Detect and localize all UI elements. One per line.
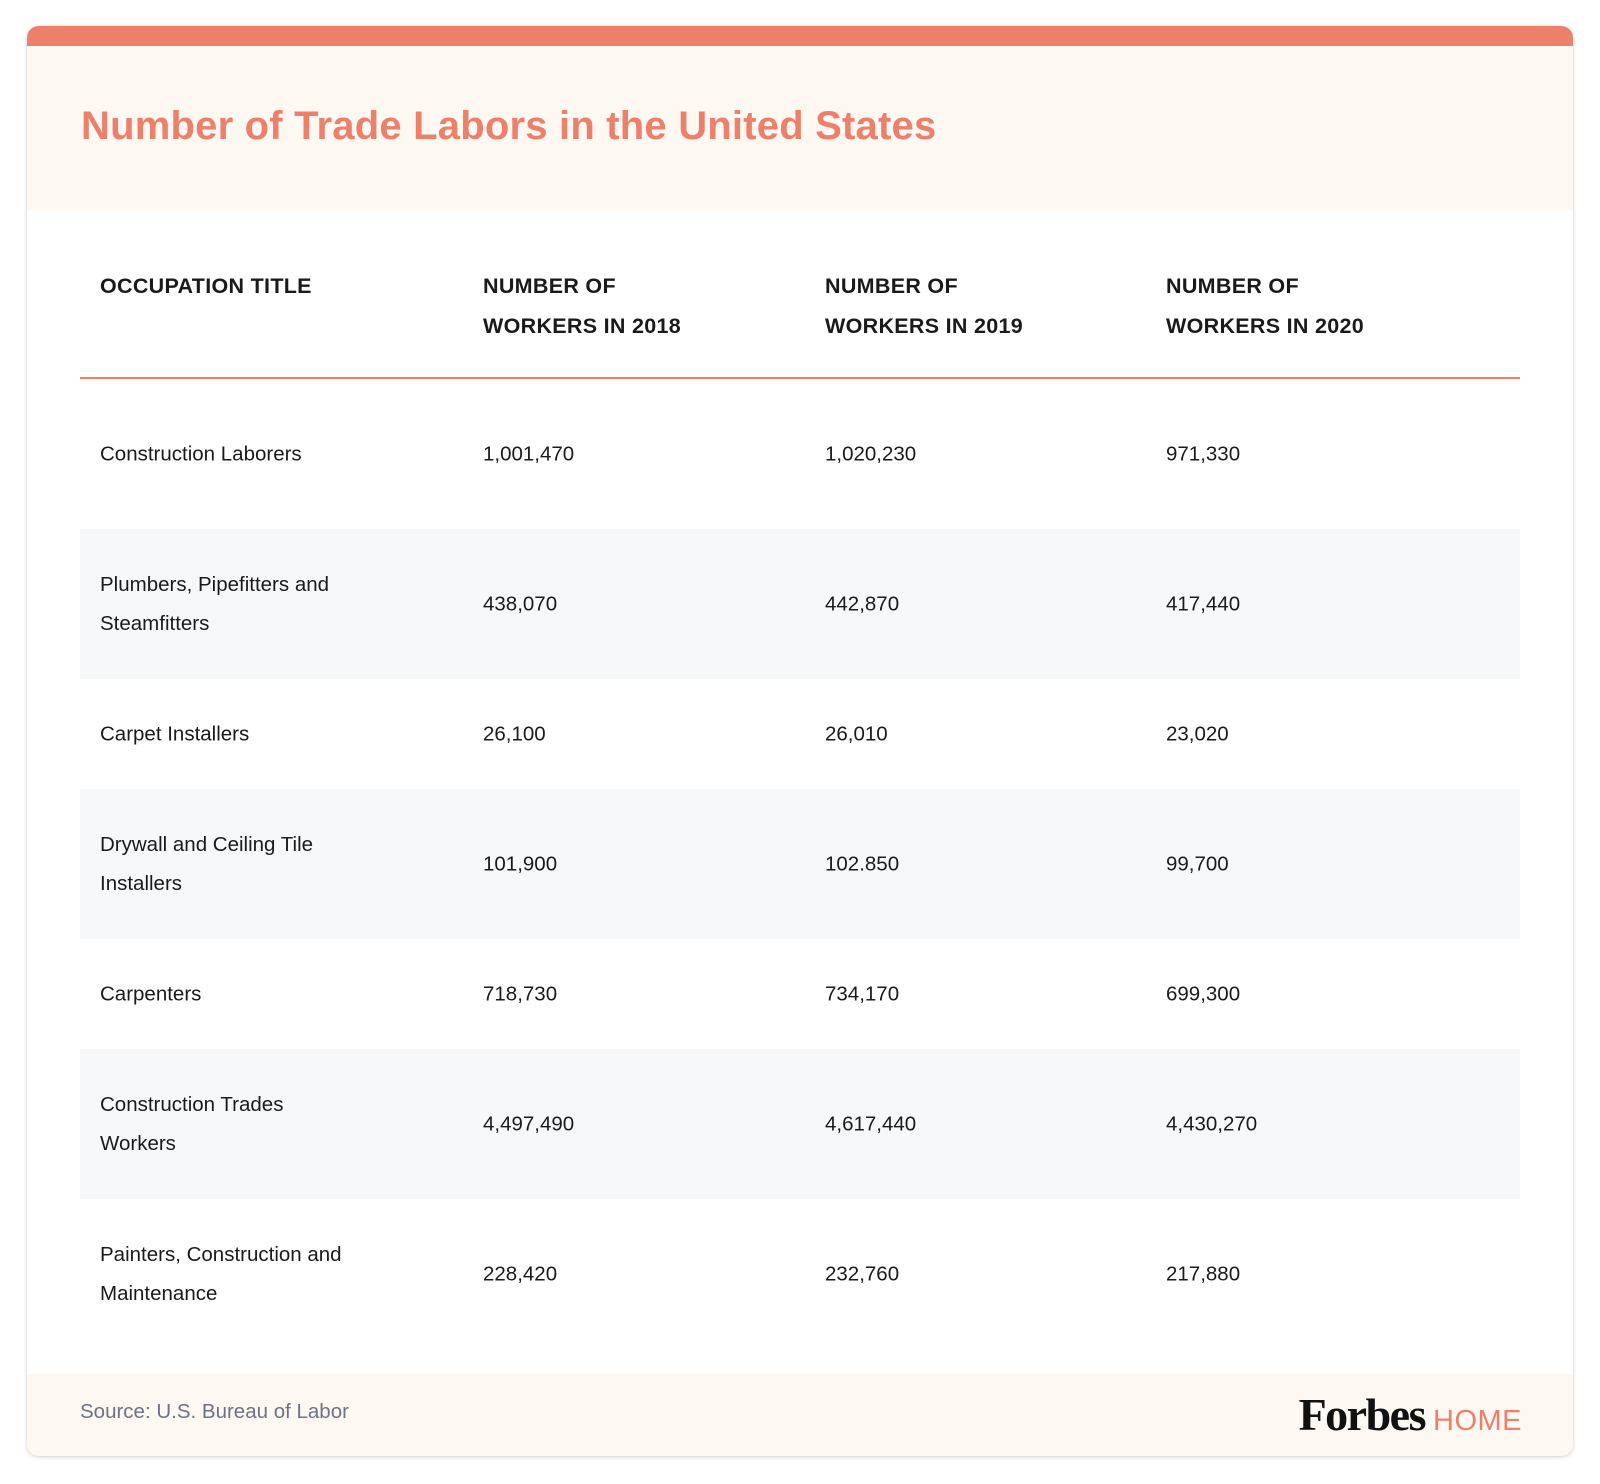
value-cell-2019: 1,020,230	[825, 442, 917, 466]
source-note: Source: U.S. Bureau of Labor	[80, 1400, 349, 1423]
table-row: Construction Trades Workers 4,497,490 4,…	[80, 1049, 1520, 1199]
brand-sub-text: HOME	[1433, 1405, 1522, 1437]
value-cell-2020: 99,700	[1166, 852, 1229, 876]
infographic-card: Number of Trade Labors in the United Sta…	[27, 26, 1573, 1456]
value-cell-2018: 4,497,490	[483, 1112, 575, 1136]
value-cell-2019: 102.850	[825, 852, 900, 876]
column-header-2019: NUMBER OF WORKERS IN 2019	[825, 274, 1024, 338]
occupation-cell: Construction Trades Workers	[100, 1093, 284, 1155]
value-cell-2018: 438,070	[483, 592, 558, 616]
table-row: Carpet Installers 26,100 26,010 23,020	[80, 679, 1520, 789]
data-table: OCCUPATION TITLE NUMBER OF WORKERS IN 20…	[80, 211, 1520, 1349]
table-row: Carpenters 718,730 734,170 699,300	[80, 939, 1520, 1049]
occupation-cell: Construction Laborers	[100, 442, 302, 466]
column-header-occupation: OCCUPATION TITLE	[100, 274, 312, 298]
table-row: Construction Laborers 1,001,470 1,020,23…	[80, 379, 1520, 529]
value-cell-2018: 228,420	[483, 1262, 558, 1286]
value-cell-2018: 26,100	[483, 722, 546, 746]
header: Number of Trade Labors in the United Sta…	[27, 46, 1573, 211]
table-row: Plumbers, Pipefitters and Steamfitters 4…	[80, 529, 1520, 679]
occupation-cell: Plumbers, Pipefitters and Steamfitters	[100, 573, 330, 635]
value-cell-2020: 417,440	[1166, 592, 1241, 616]
value-cell-2018: 1,001,470	[483, 442, 575, 466]
occupation-cell: Carpet Installers	[100, 722, 250, 746]
value-cell-2020: 699,300	[1166, 982, 1241, 1006]
value-cell-2018: 101,900	[483, 852, 558, 876]
table-header: OCCUPATION TITLE NUMBER OF WORKERS IN 20…	[80, 211, 1520, 379]
table-row: Drywall and Ceiling Tile Installers 101,…	[80, 789, 1520, 939]
value-cell-2018: 718,730	[483, 982, 558, 1006]
page-title: Number of Trade Labors in the United Sta…	[81, 104, 937, 148]
occupation-cell: Drywall and Ceiling Tile Installers	[100, 833, 314, 895]
value-cell-2019: 442,870	[825, 592, 900, 616]
value-cell-2019: 4,617,440	[825, 1112, 917, 1136]
forbes-home-logo: Forbes HOME	[1299, 1388, 1522, 1441]
value-cell-2020: 971,330	[1166, 442, 1241, 466]
column-header-2018: NUMBER OF WORKERS IN 2018	[483, 274, 682, 338]
column-header-2020: NUMBER OF WORKERS IN 2020	[1166, 274, 1365, 338]
value-cell-2019: 232,760	[825, 1262, 900, 1286]
occupation-cell: Painters, Construction and Maintenance	[100, 1243, 342, 1305]
occupation-cell: Carpenters	[100, 982, 202, 1006]
brand-main-text: Forbes	[1298, 1389, 1427, 1440]
value-cell-2020: 23,020	[1166, 722, 1229, 746]
accent-top-bar	[27, 26, 1573, 46]
table-row: Painters, Construction and Maintenance 2…	[80, 1199, 1520, 1349]
footer: Source: U.S. Bureau of Labor Forbes HOME	[27, 1374, 1573, 1456]
value-cell-2019: 26,010	[825, 722, 888, 746]
value-cell-2019: 734,170	[825, 982, 900, 1006]
value-cell-2020: 217,880	[1166, 1262, 1241, 1286]
value-cell-2020: 4,430,270	[1166, 1112, 1258, 1136]
